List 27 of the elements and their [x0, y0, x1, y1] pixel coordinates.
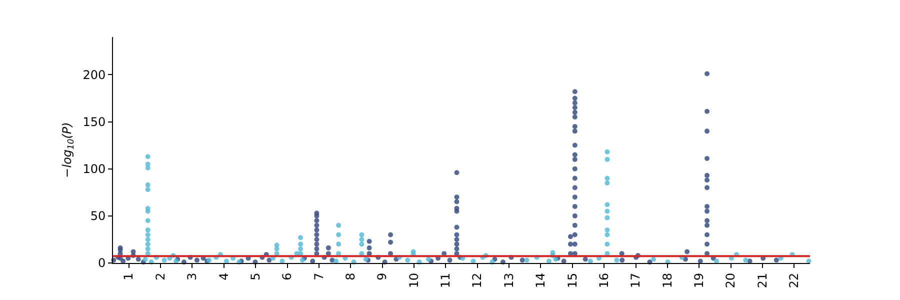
y-tick-label: 0: [98, 256, 106, 270]
x-tick-label: 19: [692, 272, 706, 288]
x-tick-label: 12: [470, 272, 484, 288]
x-tick-label: 16: [596, 272, 611, 288]
x-tick-label: 15: [565, 272, 580, 288]
x-tick-label: 4: [216, 272, 231, 280]
x-tick-label: 6: [280, 272, 294, 280]
x-tick-label: 8: [344, 272, 358, 280]
y-tick-label: 50: [90, 209, 106, 224]
x-tick-label: 2: [153, 272, 168, 280]
x-tick-label: 21: [755, 272, 770, 288]
x-tick-label: 3: [185, 272, 200, 280]
x-tick-label: 17: [628, 272, 643, 288]
y-tick-label: 100: [82, 162, 106, 176]
x-tick-label: 5: [248, 272, 262, 280]
x-tick-label: 10: [406, 272, 421, 288]
x-tick-label: 11: [438, 272, 453, 288]
x-tick-label: 20: [724, 272, 738, 288]
x-tick-label: 22: [787, 272, 802, 288]
x-tick-label: 14: [534, 272, 548, 288]
x-tick-label: 1: [122, 272, 136, 280]
x-tick-label: 9: [375, 272, 390, 280]
x-tick-label: 7: [312, 272, 326, 280]
y-tick-label: 200: [82, 68, 106, 82]
x-tick-label: 18: [660, 272, 674, 288]
y-tick-label: 150: [82, 114, 106, 129]
x-tick-label: 13: [502, 272, 516, 288]
